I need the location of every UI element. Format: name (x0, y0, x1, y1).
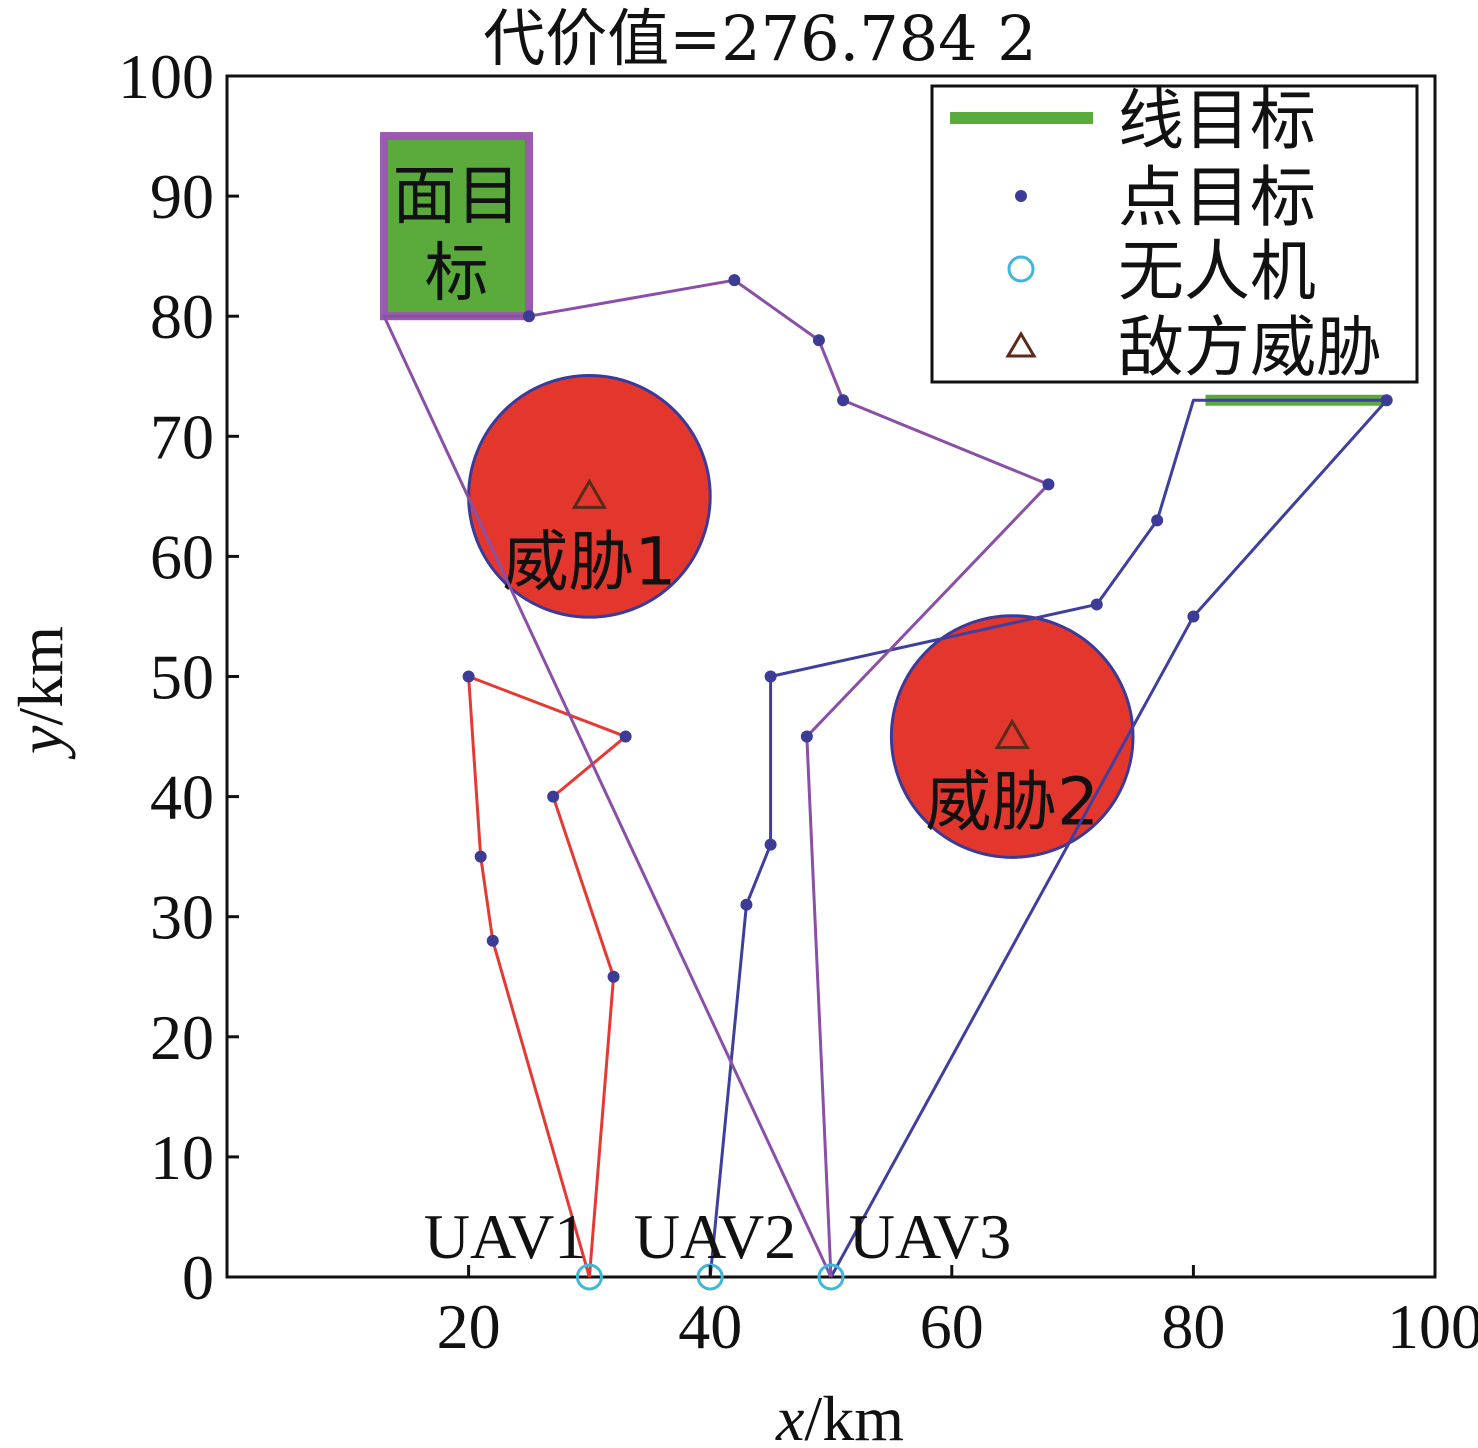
point-target-uav2-4 (1090, 598, 1103, 611)
y-tick-label-90: 90 (150, 161, 214, 232)
route-uav1 (467, 675, 628, 1278)
legend-label-line-target: 线目标 (1118, 82, 1316, 159)
point-target-uav1-5 (474, 850, 487, 863)
y-tick-label-60: 60 (150, 521, 214, 592)
y-tick-label-20: 20 (150, 1002, 214, 1073)
area-target-layer: 面目标 (380, 132, 534, 321)
threat-label-1: 威胁1 (502, 523, 676, 600)
point-target-uav2-3 (764, 670, 777, 683)
uav-label-1: UAV1 (424, 1201, 586, 1272)
point-target-uav3-3 (837, 394, 850, 407)
threat-layer: 威胁1 威胁2 (467, 374, 1135, 859)
threat-zone-2 (889, 614, 1135, 859)
uav-layer: UAV1 UAV2 UAV3 (424, 1201, 1011, 1291)
uav-marker-1 (575, 1263, 603, 1291)
threat-marker-1 (571, 478, 607, 509)
point-target-uav1-2 (547, 790, 560, 803)
x-axis-label-var: x (775, 1383, 804, 1448)
route-layer (382, 274, 1393, 1278)
area-target-label-line2: 标 (425, 237, 489, 311)
point-target-uav2-1 (740, 898, 753, 911)
x-axis-label-unit: /km (804, 1383, 904, 1448)
x-tick-label-60: 60 (920, 1291, 984, 1362)
y-axis-label: y/km (5, 626, 76, 760)
y-tick-label-70: 70 (150, 401, 214, 472)
legend-point-target-marker (1015, 190, 1027, 202)
point-target-uav1-3 (619, 730, 632, 743)
threat-label-2: 威胁2 (925, 764, 1099, 841)
uav-label-2: UAV2 (634, 1201, 796, 1272)
x-tick-label-100: 100 (1387, 1291, 1478, 1362)
point-target-uav2-2 (764, 838, 777, 851)
point-target-uav1-4 (462, 670, 475, 683)
y-tick-label-0: 0 (182, 1242, 214, 1313)
y-tick-label-80: 80 (150, 281, 214, 352)
point-target-uav2-6 (1380, 394, 1393, 407)
legend: 线目标 点目标 无人机 敌方威胁 (930, 82, 1419, 386)
y-axis-ticks: 0 10 20 30 40 50 60 70 80 90 100 (118, 41, 239, 1313)
point-target-uav3-1 (800, 730, 813, 743)
threat-marker-2 (994, 718, 1030, 750)
y-tick-label-40: 40 (150, 762, 214, 833)
uav-label-3: UAV3 (849, 1201, 1011, 1272)
point-target-uav3-4 (812, 334, 825, 347)
legend-threat-marker (1005, 331, 1037, 358)
x-axis-ticks: 20 40 60 80 100 (437, 1265, 1478, 1362)
point-target-uav1-1 (607, 970, 620, 983)
uav-marker-3 (817, 1263, 845, 1291)
area-target-label-line1: 面目 (393, 160, 521, 234)
y-axis-label-var: y (5, 725, 76, 760)
legend-uav-marker (1007, 255, 1035, 283)
x-axis-label: x/km (775, 1383, 904, 1448)
chart-title: 代价值=276.784 2 (483, 2, 1037, 75)
legend-label-threat: 敌方威胁 (1118, 309, 1382, 386)
point-target-uav3-2 (1042, 478, 1055, 491)
point-target-uav3-5 (728, 274, 741, 287)
legend-label-point-target: 点目标 (1118, 159, 1316, 236)
x-tick-label-20: 20 (437, 1291, 501, 1362)
y-tick-label-10: 10 (150, 1122, 214, 1193)
point-target-uav2-7 (1187, 610, 1200, 623)
y-tick-label-100: 100 (118, 41, 214, 112)
legend-label-uav: 无人机 (1118, 233, 1316, 310)
y-axis-label-unit: /km (5, 626, 76, 726)
y-tick-label-30: 30 (150, 882, 214, 953)
legend-box (930, 84, 1419, 384)
y-tick-label-50: 50 (150, 642, 214, 713)
route-uav2 (708, 398, 1389, 1278)
point-target-uav1-6 (486, 934, 499, 947)
x-tick-label-40: 40 (678, 1291, 742, 1362)
point-target-uav2-5 (1151, 514, 1164, 527)
x-tick-label-80: 80 (1161, 1291, 1225, 1362)
point-target-uav3-6 (523, 310, 535, 323)
